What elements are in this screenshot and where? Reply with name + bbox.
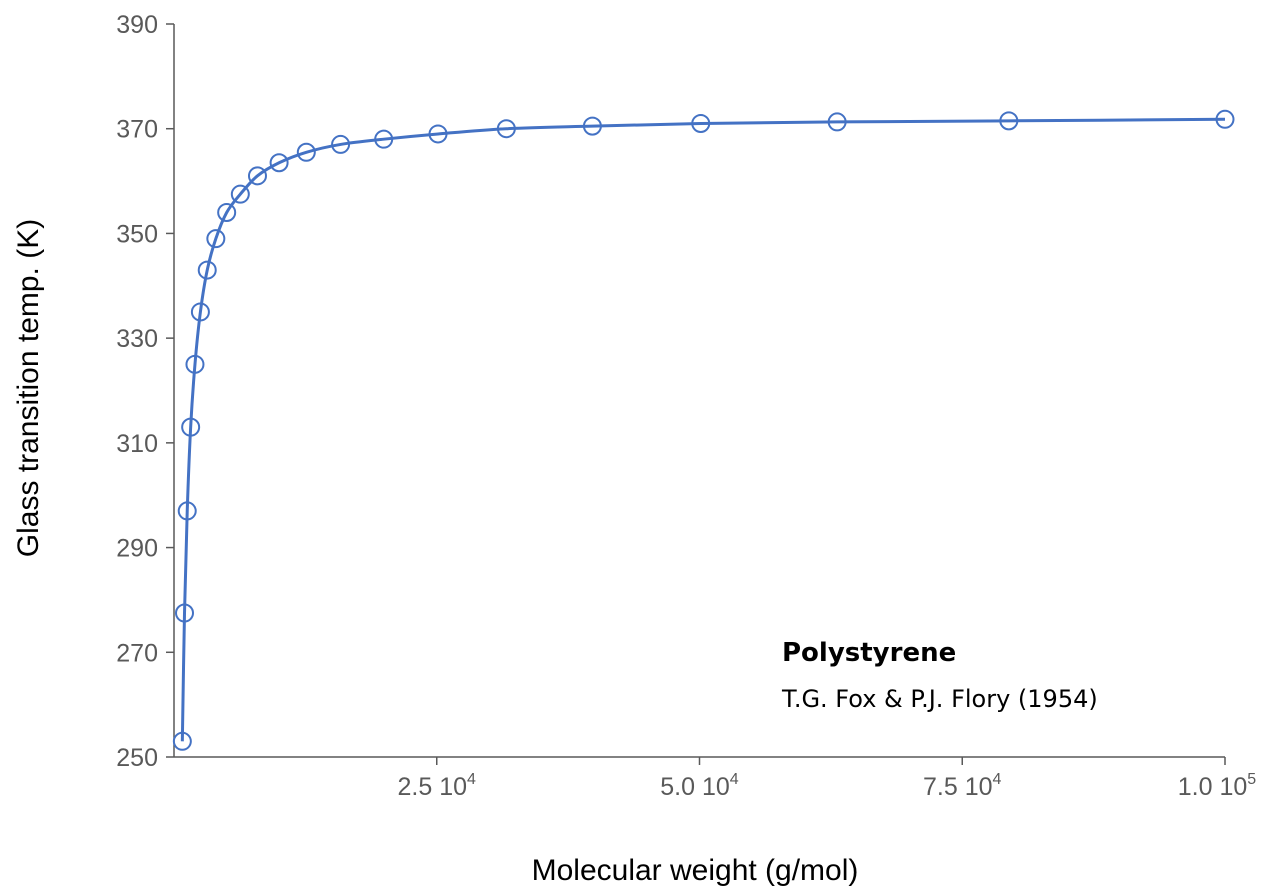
y-tick-label: 330 <box>116 325 158 353</box>
data-point <box>172 731 192 751</box>
data-point <box>496 119 516 139</box>
annotation-subtitle: T.G. Fox & P.J. Flory (1954) <box>781 685 1098 713</box>
data-point <box>230 184 250 204</box>
data-point <box>197 260 217 280</box>
y-axis-title: Glass transition temp. (K) <box>12 219 45 557</box>
x-tick-label: 5.0 104 <box>660 771 739 801</box>
series-points <box>172 109 1235 751</box>
y-tick-label: 390 <box>116 11 158 39</box>
x-tick-label: 2.5 104 <box>398 771 477 801</box>
x-ticks: 2.5 104 5.0 104 7.5 104 1.0 105 <box>398 757 1257 801</box>
x-tick-mantissa: 1.0 10 <box>1178 773 1248 801</box>
data-point <box>331 134 351 154</box>
y-tick-label: 350 <box>116 220 158 248</box>
data-point <box>428 124 448 144</box>
data-point <box>269 153 289 173</box>
series-line <box>180 117 1226 742</box>
x-tick-mantissa: 5.0 10 <box>660 773 730 801</box>
data-point <box>374 129 394 149</box>
data-point <box>217 202 237 222</box>
axes <box>173 24 1225 758</box>
y-tick-label: 250 <box>116 744 158 772</box>
x-axis-title: Molecular weight (g/mol) <box>532 854 859 887</box>
data-point <box>247 166 267 186</box>
x-tick-label: 7.5 104 <box>923 771 1002 801</box>
data-point <box>582 116 602 136</box>
data-point <box>175 603 195 623</box>
x-tick-exponent: 4 <box>993 771 1002 788</box>
data-point <box>1215 109 1235 129</box>
y-tick-label: 270 <box>116 639 158 667</box>
y-ticks: 250 270 290 310 330 350 370 390 <box>116 11 174 772</box>
y-tick-label: 370 <box>116 116 158 144</box>
data-point <box>185 354 205 374</box>
y-tick-label: 310 <box>116 430 158 458</box>
x-tick-exponent: 4 <box>730 771 739 788</box>
data-point <box>296 142 316 162</box>
data-point <box>999 111 1019 131</box>
x-tick-mantissa: 7.5 10 <box>923 773 993 801</box>
data-point <box>827 112 847 132</box>
annotation-title: Polystyrene <box>782 638 956 668</box>
data-point <box>190 302 210 322</box>
data-point <box>206 229 226 249</box>
y-tick-label: 290 <box>116 535 158 563</box>
x-tick-exponent: 5 <box>1247 771 1256 788</box>
data-point <box>177 501 197 521</box>
x-tick-label: 1.0 105 <box>1178 771 1257 801</box>
data-point <box>691 113 711 133</box>
x-tick-exponent: 4 <box>467 771 476 788</box>
x-tick-mantissa: 2.5 10 <box>398 773 468 801</box>
data-point <box>181 417 201 437</box>
